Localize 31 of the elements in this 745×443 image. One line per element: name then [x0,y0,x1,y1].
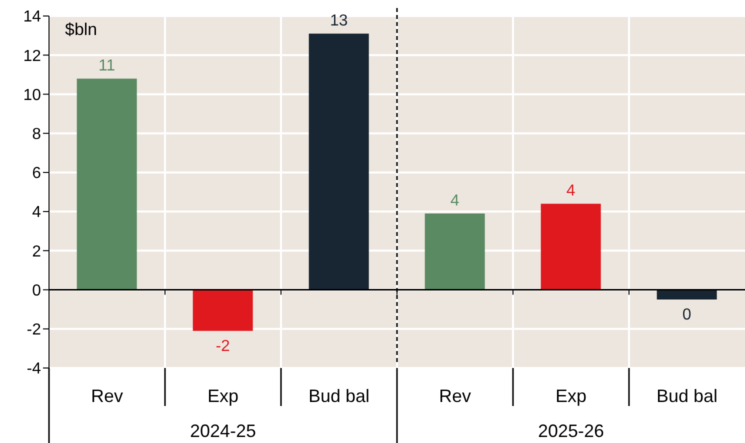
y-tick-label: 8 [32,126,42,144]
text: 2025-26 [538,421,604,441]
text: 2024-25 [190,421,256,441]
y-tick-label: 0 [32,282,42,300]
bar [424,214,485,290]
x-tick-label: Rev [438,386,472,406]
y-tick-label: 2 [32,243,42,260]
y-tick-label: 14 [23,8,42,26]
x-tick-label: Exp [555,386,587,406]
data-label: 4 [566,182,576,200]
y-tick-label: -4 [26,360,42,378]
y-tick-label: 10 [23,86,42,104]
data-label: 13 [330,12,348,30]
x-tick-label: Rev [90,386,124,406]
bar [656,290,717,300]
y-axis-title: $bln [65,20,98,39]
bar [76,78,137,290]
y-tick-label: 6 [32,165,42,182]
data-label: -2 [216,338,230,355]
x-tick-label: Exp [207,386,239,406]
data-label: 4 [450,192,460,210]
y-tick-label: 4 [32,204,42,222]
y-tick-label: -2 [26,322,42,339]
data-label: 11 [98,58,116,75]
x-tick-label: Bud bal [656,386,718,406]
bar [192,290,253,331]
data-label: 0 [682,306,692,324]
bar [308,34,369,290]
x-tick-label: Bud bal [308,386,370,406]
bar [540,204,601,290]
y-tick-label: 12 [23,48,42,65]
